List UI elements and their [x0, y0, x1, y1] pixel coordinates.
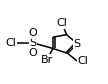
Text: O: O [29, 28, 37, 38]
Text: Cl: Cl [5, 38, 16, 48]
Text: S: S [29, 38, 37, 48]
Text: Cl: Cl [77, 56, 88, 66]
Text: Br: Br [40, 55, 53, 65]
Text: O: O [29, 48, 37, 58]
Text: S: S [74, 39, 81, 49]
Text: Cl: Cl [56, 18, 67, 28]
